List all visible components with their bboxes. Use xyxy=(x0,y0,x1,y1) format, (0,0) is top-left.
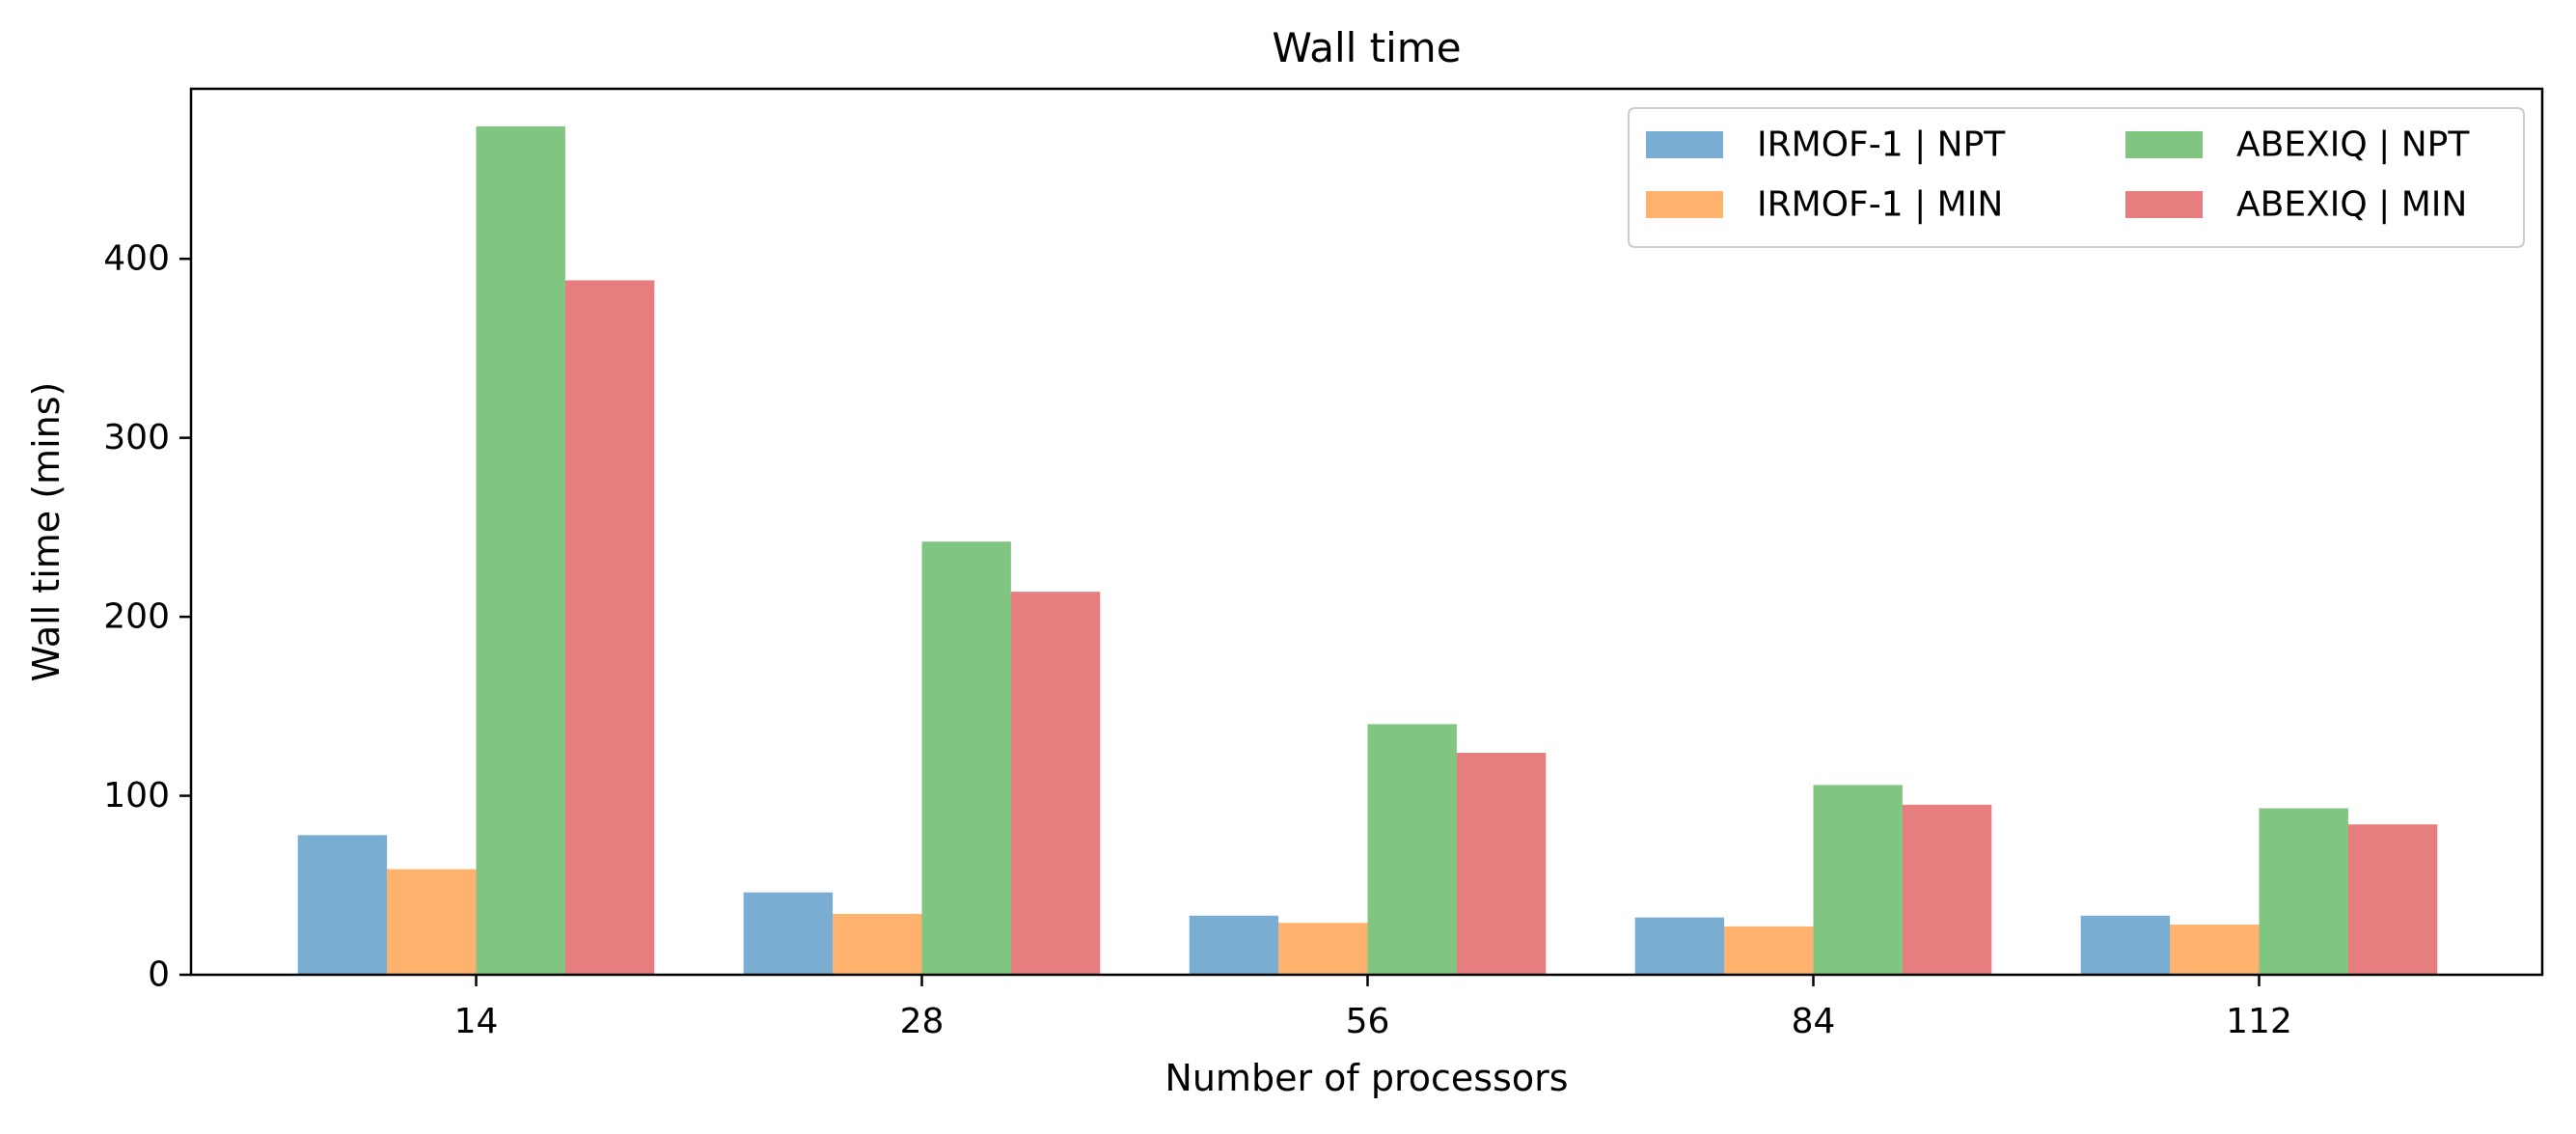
x-tick-label: 112 xyxy=(2226,1002,2292,1041)
x-axis-label: Number of processors xyxy=(1165,1057,1568,1099)
legend-swatch xyxy=(2125,131,2203,158)
bar-irmof-1-npt-56 xyxy=(1189,915,1279,975)
x-tick-label: 14 xyxy=(454,1002,499,1041)
bar-irmof-1-npt-84 xyxy=(1634,917,1725,975)
legend-label: IRMOF-1 | MIN xyxy=(1757,185,2003,225)
y-tick-label: 400 xyxy=(103,239,170,279)
x-tick-label: 28 xyxy=(900,1002,945,1041)
legend-box xyxy=(1628,107,2525,248)
bar-irmof-1-min-112 xyxy=(2170,925,2260,975)
bar-irmof-1-min-14 xyxy=(387,869,477,975)
y-axis-ticks: 0 100 200 300 400 xyxy=(103,239,191,995)
legend: IRMOF-1 | NPT IRMOF-1 | MIN ABEXIQ | NPT AB… xyxy=(1628,107,2525,248)
bar-abexiq-min-56 xyxy=(1456,753,1547,975)
bar-abexiq-npt-14 xyxy=(476,125,565,976)
legend-label: ABEXIQ | MIN xyxy=(2236,185,2467,225)
legend-swatch xyxy=(2125,191,2203,218)
bar-abexiq-min-112 xyxy=(2347,824,2438,975)
bar-irmof-1-min-56 xyxy=(1278,923,1368,975)
bar-abexiq-npt-84 xyxy=(1813,785,1903,975)
bar-irmof-1-npt-28 xyxy=(743,892,834,975)
plot-frame xyxy=(189,87,2544,977)
bar-abexiq-min-84 xyxy=(1902,804,1992,975)
y-axis-label: Wall time (mins) xyxy=(25,382,68,682)
bar-irmof-1-min-84 xyxy=(1724,926,1814,975)
bar-irmof-1-min-28 xyxy=(833,913,922,975)
y-tick-label: 0 xyxy=(148,955,170,995)
bar-irmof-1-npt-14 xyxy=(297,835,388,975)
bars-layer xyxy=(297,125,2438,976)
bar-abexiq-npt-28 xyxy=(921,541,1011,975)
x-tick-label: 56 xyxy=(1346,1002,1390,1041)
chart-title: Wall time xyxy=(1272,24,1461,71)
bar-abexiq-min-28 xyxy=(1010,592,1101,975)
bar-abexiq-npt-112 xyxy=(2259,808,2348,975)
x-axis-ticks: 14 28 56 84 112 xyxy=(454,975,2292,1041)
x-tick-label: 84 xyxy=(1792,1002,1836,1041)
y-tick-label: 200 xyxy=(103,597,170,637)
y-tick-label: 300 xyxy=(103,418,170,457)
y-tick-label: 100 xyxy=(103,776,170,816)
bar-abexiq-min-14 xyxy=(564,280,655,975)
legend-label: IRMOF-1 | NPT xyxy=(1757,125,2006,165)
bar-abexiq-npt-56 xyxy=(1367,724,1457,975)
legend-label: ABEXIQ | NPT xyxy=(2236,125,2470,165)
legend-swatch xyxy=(1646,131,1723,158)
legend-swatch xyxy=(1646,191,1723,218)
bar-irmof-1-npt-112 xyxy=(2080,915,2171,975)
